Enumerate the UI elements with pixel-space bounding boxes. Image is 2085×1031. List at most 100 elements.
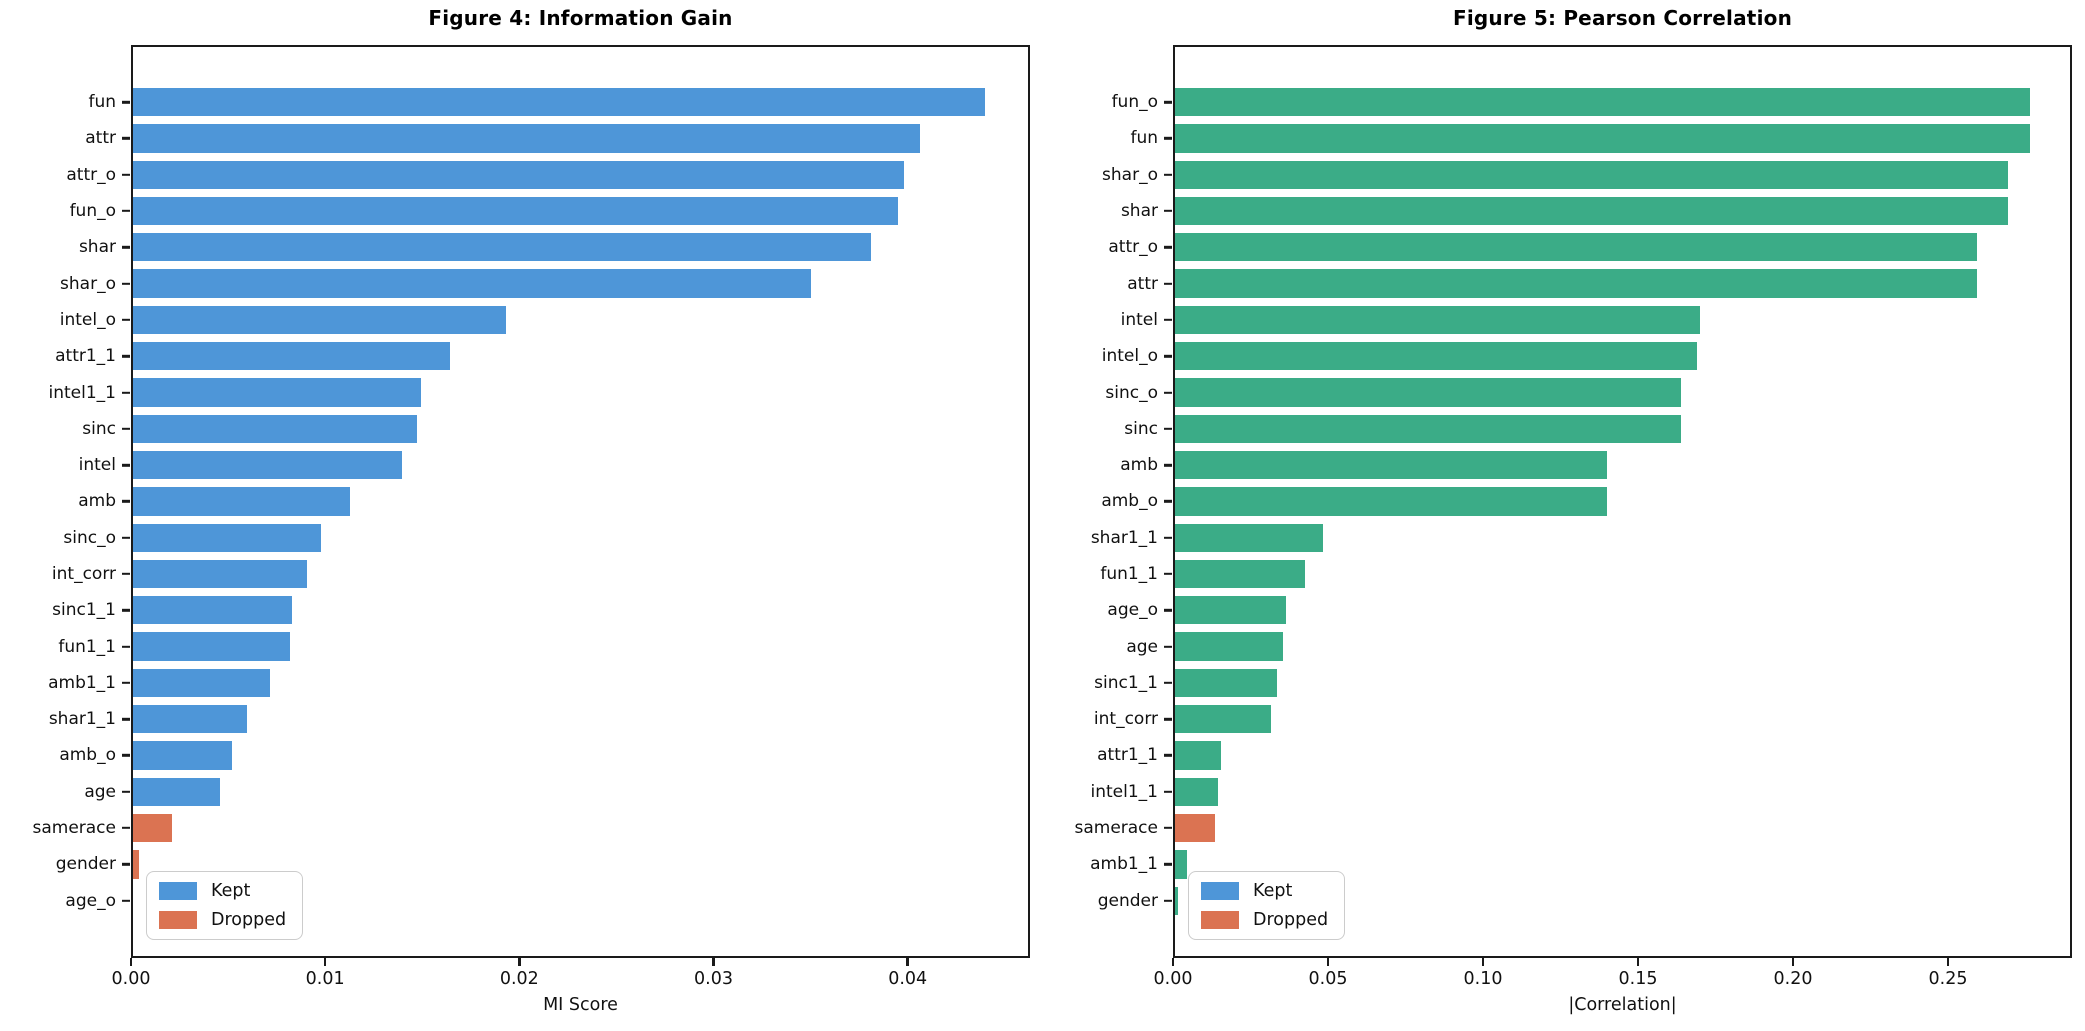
bar-sinc1_1: [1175, 668, 1277, 698]
y-tick: [1164, 137, 1173, 140]
x-tick-label: 0.03: [694, 969, 733, 989]
y-category-label: intel: [1120, 309, 1158, 330]
x-tick-label: 0.01: [305, 969, 345, 989]
y-category-label: amb1_1: [48, 672, 116, 693]
kept-swatch: [1201, 882, 1239, 900]
y-category-label: attr1_1: [55, 346, 116, 367]
y-tick: [1164, 318, 1173, 322]
y-tick: [1164, 863, 1173, 866]
bar-amb_o: [1175, 487, 1608, 516]
bar-fun: [133, 87, 986, 117]
bar-row-intel1_1: intel1_1: [49, 374, 1028, 410]
x-tick-label: 0.25: [1928, 969, 1968, 989]
y-tick: [1164, 500, 1173, 503]
bar-row-fun: fun: [1130, 120, 2070, 156]
y-tick: [122, 681, 131, 685]
y-tick: [122, 173, 131, 176]
y-tick: [1164, 427, 1173, 431]
kept-swatch: [159, 882, 197, 900]
x-tick-label: 0.02: [499, 969, 539, 989]
legend-item-dropped: Dropped: [1201, 910, 1328, 930]
y-category-label: shar: [1120, 201, 1158, 222]
bar-row-attr: attr: [85, 120, 1028, 156]
bar-intel_o: [133, 305, 507, 335]
y-category-label: int_corr: [51, 564, 116, 584]
bar-row-shar1_1: shar1_1: [49, 701, 1028, 737]
x-tick-label: 0.20: [1773, 969, 1813, 989]
legend-label-dropped: Dropped: [211, 910, 287, 930]
legend-item-kept: Kept: [159, 881, 286, 901]
bar-row-age_o: age_o: [1107, 592, 2070, 628]
y-category-label: intel1_1: [48, 382, 116, 403]
y-category-label: gender: [1097, 890, 1158, 911]
bar-row-int_corr: int_corr: [52, 556, 1028, 592]
y-category-label: attr: [1127, 273, 1158, 294]
y-category-label: attr: [85, 128, 116, 149]
bar-attr1_1: [133, 342, 451, 371]
y-tick: [1164, 536, 1173, 539]
x-tick: [712, 958, 715, 966]
figure4-title: Figure 4: Information Gain: [428, 6, 733, 30]
bar-fun_o: [1175, 87, 2030, 117]
bar-row-shar: shar: [79, 229, 1028, 265]
y-category-label: amb: [1120, 455, 1158, 476]
figure4-x-axis: 0.00 0.01 0.02 0.03 0.04: [112, 956, 1030, 996]
x-tick: [323, 958, 327, 966]
y-tick: [1164, 826, 1173, 830]
bar-row-fun_o: fun_o: [70, 193, 1028, 229]
y-tick: [1164, 681, 1173, 685]
y-tick: [122, 100, 131, 104]
bar-row-intel: intel: [79, 447, 1028, 483]
bar-samerace: [1175, 813, 1216, 843]
bar-row-intel1_1: intel1_1: [1091, 774, 2070, 810]
y-tick: [122, 391, 131, 394]
y-tick: [1164, 463, 1173, 467]
y-category-label: sinc1_1: [52, 600, 116, 621]
bar-sinc: [133, 414, 418, 443]
x-tick: [1326, 958, 1330, 966]
bar-fun_o: [133, 196, 899, 226]
y-category-label: fun: [1130, 128, 1158, 149]
bar-attr: [1175, 269, 1978, 298]
y-category-label: fun: [88, 92, 116, 113]
y-tick: [122, 500, 131, 503]
bar-row-age_o: age_o: [65, 883, 1028, 919]
bar-sinc_o: [1175, 378, 1682, 407]
bar-shar: [133, 233, 872, 262]
y-category-label: gender: [55, 854, 116, 875]
y-tick: [1164, 391, 1173, 394]
y-tick: [122, 137, 131, 140]
legend: Kept Dropped: [1188, 871, 1346, 940]
y-tick: [122, 318, 131, 322]
y-category-label: attr_o: [1108, 237, 1158, 258]
bar-row-fun_o: fun_o: [1112, 84, 2070, 120]
y-tick: [122, 355, 131, 358]
y-category-label: attr1_1: [1097, 745, 1158, 766]
bar-row-amb_o: amb_o: [59, 737, 1028, 773]
figure4-panel: Figure 4: Information Gain fun attr attr_o…: [0, 0, 1042, 1031]
bar-fun: [1175, 124, 2030, 153]
bar-shar: [1175, 196, 2009, 226]
x-tick: [1791, 958, 1795, 966]
y-category-label: amb: [78, 491, 116, 512]
y-category-label: samerace: [32, 818, 116, 839]
bar-age: [133, 777, 220, 806]
bar-shar1_1: [133, 705, 248, 734]
bar-row-intel_o: intel_o: [60, 302, 1028, 338]
bar-attr: [133, 124, 920, 153]
y-tick: [122, 717, 131, 721]
y-category-label: age_o: [65, 890, 116, 911]
y-category-label: int_corr: [1093, 709, 1158, 730]
y-category-label: shar_o: [1102, 164, 1158, 185]
legend: Kept Dropped: [146, 871, 304, 940]
bar-row-fun1_1: fun1_1: [1100, 556, 2070, 592]
x-tick-label: 0.00: [1153, 969, 1193, 989]
y-tick: [1164, 173, 1173, 176]
y-category-label: age: [84, 781, 116, 802]
legend-item-dropped: Dropped: [159, 910, 286, 930]
y-tick: [122, 754, 131, 757]
y-category-label: fun1_1: [58, 636, 116, 657]
bar-sinc: [1175, 414, 1682, 443]
bar-sinc1_1: [133, 596, 292, 625]
